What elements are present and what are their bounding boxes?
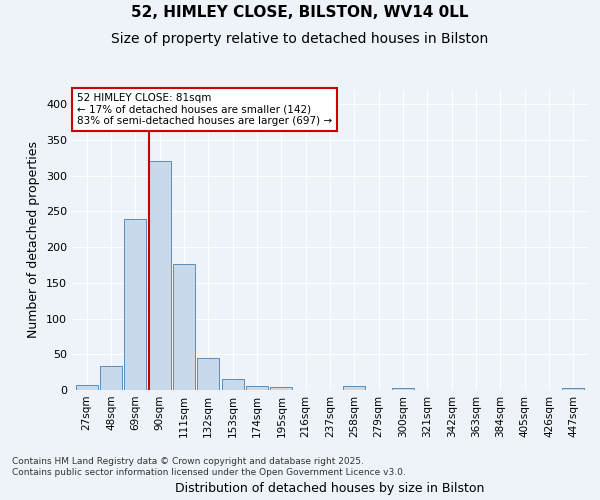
Bar bbox=[343, 386, 365, 390]
Bar bbox=[124, 218, 146, 390]
Text: 52, HIMLEY CLOSE, BILSTON, WV14 0LL: 52, HIMLEY CLOSE, BILSTON, WV14 0LL bbox=[131, 5, 469, 20]
Bar bbox=[149, 162, 170, 390]
Bar bbox=[76, 385, 98, 390]
Text: Size of property relative to detached houses in Bilston: Size of property relative to detached ho… bbox=[112, 32, 488, 46]
Bar bbox=[221, 378, 244, 390]
Bar bbox=[173, 264, 195, 390]
Text: 52 HIMLEY CLOSE: 81sqm
← 17% of detached houses are smaller (142)
83% of semi-de: 52 HIMLEY CLOSE: 81sqm ← 17% of detached… bbox=[77, 93, 332, 126]
Bar bbox=[246, 386, 268, 390]
Bar bbox=[392, 388, 414, 390]
Bar bbox=[271, 387, 292, 390]
Text: Distribution of detached houses by size in Bilston: Distribution of detached houses by size … bbox=[175, 482, 485, 495]
Bar bbox=[100, 366, 122, 390]
Y-axis label: Number of detached properties: Number of detached properties bbox=[28, 142, 40, 338]
Bar bbox=[562, 388, 584, 390]
Text: Contains HM Land Registry data © Crown copyright and database right 2025.
Contai: Contains HM Land Registry data © Crown c… bbox=[12, 458, 406, 477]
Bar bbox=[197, 358, 219, 390]
